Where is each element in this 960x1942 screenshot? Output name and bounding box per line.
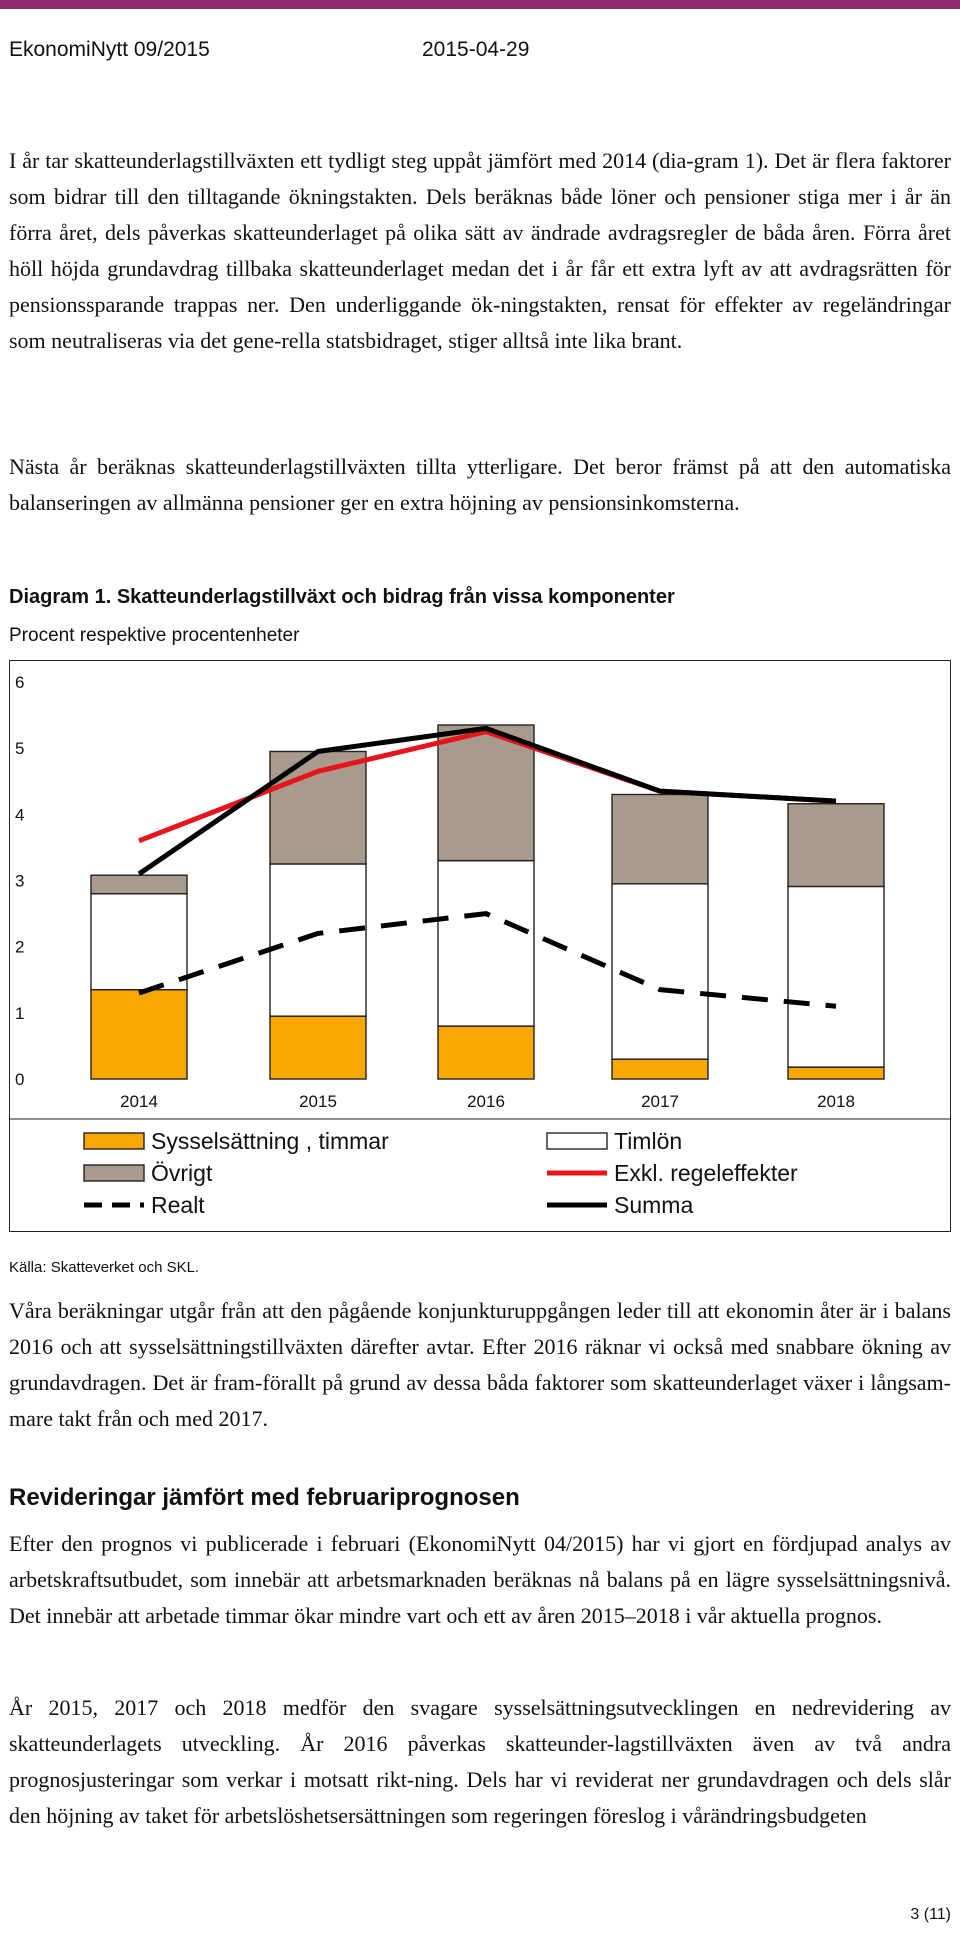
bar-segment <box>269 1015 367 1080</box>
bar-segment <box>90 874 188 895</box>
body-paragraph-2: Nästa år beräknas skatteunderlagstillväx… <box>9 454 951 515</box>
legend-label: Timlön <box>614 1128 682 1154</box>
bar-segment <box>90 893 188 991</box>
body-paragraph-5: År 2015, 2017 och 2018 medför den svagar… <box>9 1695 951 1828</box>
y-tick-label: 3 <box>15 872 24 891</box>
page-number: 3 (11) <box>910 1906 951 1923</box>
diagram-chart: 0 1 2 3 4 5 6 2014 2015 2016 2017 2018 Sysselsättni… <box>9 660 951 1232</box>
legend-swatch <box>546 1132 608 1150</box>
y-tick-label: 0 <box>15 1070 24 1089</box>
chart-source: Källa: Skatteverket och SKL. <box>9 1259 200 1276</box>
bar-segment <box>437 724 535 862</box>
bar-segment <box>787 885 885 1068</box>
bar-segment <box>269 750 367 865</box>
legend-label: Realt <box>151 1192 205 1218</box>
legend-label: Sysselsättning , timmar <box>151 1128 389 1154</box>
legend-label: Övrigt <box>151 1160 213 1186</box>
bar-segment <box>90 988 188 1080</box>
publication-title: EkonomiNytt 09/2015 <box>9 38 210 61</box>
y-tick-label: 6 <box>15 673 24 692</box>
x-tick-label: 2014 <box>120 1092 158 1111</box>
bar-segment <box>269 863 367 1017</box>
bar-segment <box>437 1025 535 1080</box>
y-tick-label: 5 <box>15 739 24 758</box>
section-heading: Revideringar jämfört med februariprognos… <box>9 1484 520 1511</box>
body-paragraph-4: Efter den prognos vi publicerade i febru… <box>9 1531 951 1628</box>
top-accent-bar <box>0 0 960 9</box>
body-paragraph-3: Våra beräkningar utgår från att den pågå… <box>9 1298 951 1431</box>
legend-label: Summa <box>614 1192 693 1218</box>
x-tick-label: 2016 <box>467 1092 505 1111</box>
bar-segment <box>611 1058 709 1080</box>
bar-segment <box>787 803 885 888</box>
x-tick-label: 2018 <box>817 1092 855 1111</box>
legend-label: Exkl. regeleffekter <box>614 1160 798 1186</box>
x-tick-label: 2017 <box>641 1092 679 1111</box>
y-tick-label: 1 <box>15 1004 24 1023</box>
legend-swatch <box>83 1164 145 1182</box>
diagram-unit-note: Procent respektive procentenheter <box>9 625 300 646</box>
bar-segment <box>611 793 709 885</box>
legend-swatch <box>83 1132 145 1150</box>
bar-segment <box>787 1066 885 1080</box>
bar-segment <box>611 883 709 1060</box>
series-line-realt <box>138 911 837 1009</box>
y-tick-label: 4 <box>15 805 24 824</box>
body-paragraph-1: I år tar skatteunderlagstillväxten ett t… <box>9 148 951 353</box>
y-tick-label: 2 <box>15 938 24 957</box>
publication-date: 2015-04-29 <box>422 38 530 61</box>
series-line-summa <box>137 725 837 876</box>
bar-segment <box>437 859 535 1027</box>
x-tick-label: 2015 <box>299 1092 337 1111</box>
diagram-title: Diagram 1. Skatteunderlagstillväxt och b… <box>9 586 675 608</box>
